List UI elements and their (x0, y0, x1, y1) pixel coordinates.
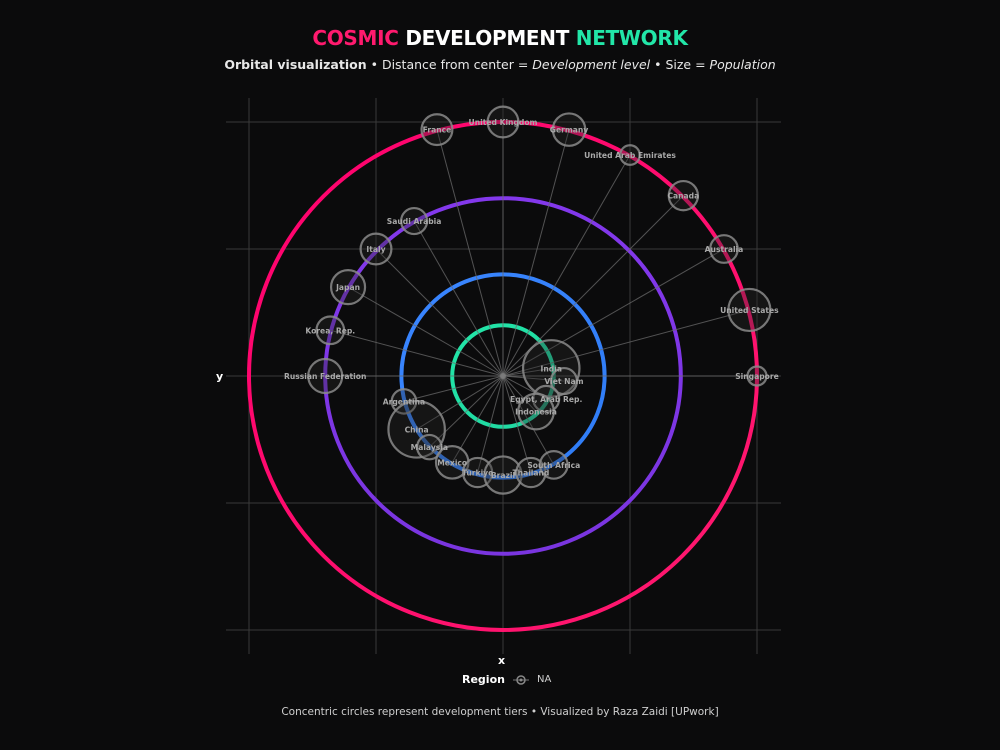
country-label: Brazil (491, 471, 515, 480)
spoke-line (375, 248, 504, 377)
title-part-development: DEVELOPMENT (405, 26, 570, 50)
y-axis-label: y (216, 370, 224, 383)
spoke-line (436, 129, 504, 377)
country-point (538, 450, 569, 480)
country-label: Russian Federation (284, 372, 366, 381)
spoke-line (416, 375, 504, 430)
country-point (329, 269, 367, 306)
subtitle-italic-population: Population (709, 57, 776, 72)
spokes (325, 122, 757, 476)
subtitle-sep1: • Distance from center = (366, 57, 533, 72)
center-hub (500, 373, 506, 379)
spoke-line (502, 375, 555, 466)
country-point (619, 144, 641, 166)
country-point (486, 105, 520, 139)
country-label: United Kingdom (469, 118, 538, 127)
spoke-line (502, 375, 537, 412)
country-label: Saudi Arabia (387, 217, 442, 226)
spoke-line (502, 154, 631, 377)
country-point (521, 339, 581, 398)
country-point (400, 206, 429, 236)
subtitle-bold: Orbital visualization (224, 57, 367, 72)
country-point (359, 232, 393, 266)
spoke-line (428, 375, 504, 448)
country-point (420, 113, 454, 147)
chart-title: COSMIC DEVELOPMENT NETWORK (0, 26, 1000, 50)
spoke-line (347, 286, 504, 377)
spoke-line (477, 375, 504, 473)
country-label: United Arab Emirates (584, 151, 676, 160)
country-point (667, 179, 700, 212)
spoke-line (502, 248, 725, 377)
country-label: Singapore (735, 372, 779, 381)
country-points (307, 105, 772, 495)
country-point (515, 456, 547, 489)
spoke-line (330, 329, 504, 377)
country-point (551, 112, 587, 147)
country-label: Thailand (512, 469, 549, 478)
country-point (517, 392, 555, 431)
country-label: South Africa (527, 461, 580, 470)
country-label: Mexico (437, 458, 467, 467)
country-label: Türkiye (462, 469, 493, 478)
spoke-line (502, 367, 552, 377)
spoke-line (502, 309, 750, 377)
country-labels: India Viet Nam Egypt, Arab Rep. Indonesia Ar… (284, 118, 779, 480)
country-label: India (541, 364, 562, 373)
title-part-network: NETWORK (575, 26, 688, 50)
country-point (307, 357, 344, 395)
country-label: China (405, 425, 429, 434)
spoke-line (403, 375, 504, 402)
x-axis-label: x (498, 654, 506, 667)
country-label: United States (720, 306, 779, 315)
country-point (387, 400, 446, 459)
country-label: Japan (335, 283, 360, 292)
country-point (483, 455, 523, 495)
subtitle-italic-development: Development level (532, 57, 651, 72)
country-point (709, 234, 739, 264)
legend-key-icon (512, 674, 529, 685)
country-point (416, 433, 443, 461)
country-label: Indonesia (515, 408, 557, 417)
country-point (315, 315, 346, 346)
spoke-line (502, 375, 565, 382)
spoke-line (502, 375, 532, 473)
country-point (746, 365, 768, 387)
spoke-line (502, 129, 570, 377)
country-label: France (423, 126, 452, 135)
country-point (727, 287, 772, 333)
title-part-cosmic: COSMIC (312, 26, 399, 50)
country-label: Canada (667, 192, 699, 201)
country-label: Italy (366, 245, 385, 254)
country-label: Korea, Rep. (305, 326, 355, 335)
caption: Concentric circles represent development… (281, 706, 719, 718)
legend-title: Region (462, 673, 505, 686)
spoke-line (413, 220, 504, 377)
country-label: Germany (550, 126, 589, 135)
country-label: Egypt, Arab Rep. (510, 395, 582, 404)
country-label: Malaysia (411, 443, 448, 452)
subtitle-sep2: • Size = (650, 57, 710, 72)
chart-subtitle: Orbital visualization • Distance from ce… (0, 57, 1000, 72)
country-point (549, 366, 579, 396)
legend: Region NA (462, 673, 551, 686)
country-label: Argentina (383, 397, 425, 406)
country-label: Australia (705, 245, 744, 254)
legend-value: NA (536, 674, 552, 685)
country-label: Viet Nam (544, 377, 583, 386)
